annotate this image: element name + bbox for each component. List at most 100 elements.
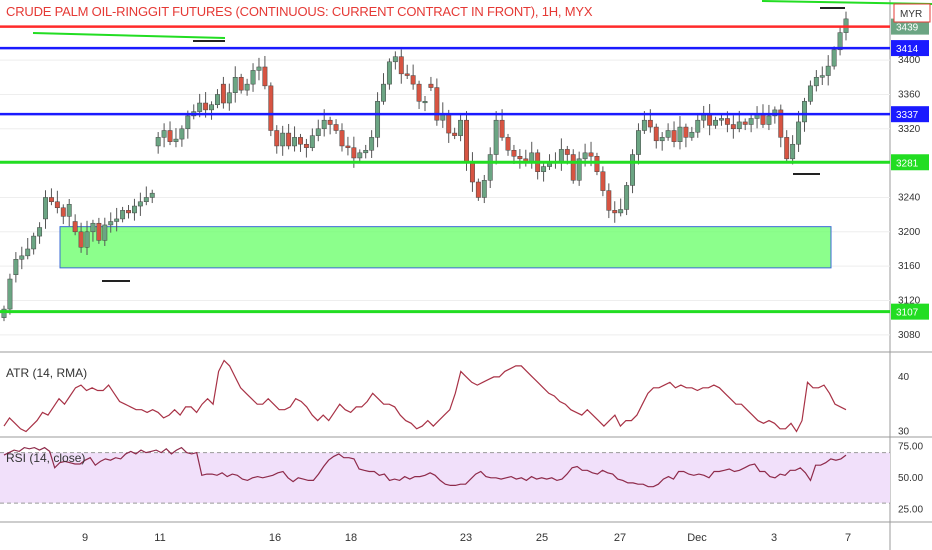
candle-body	[220, 83, 226, 104]
date-tick-label: 18	[345, 532, 357, 544]
candle-body	[114, 218, 120, 222]
candle-body	[54, 201, 60, 209]
candle-body	[713, 119, 718, 126]
candle-body	[819, 75, 825, 78]
candle-body	[683, 126, 689, 138]
candle-body	[446, 113, 452, 134]
candle-body	[232, 77, 238, 93]
candle-body	[345, 145, 351, 148]
candle-body	[600, 171, 606, 191]
candle-body	[636, 130, 641, 155]
price-tick-label: 3240	[898, 192, 921, 203]
date-tick-label: 16	[269, 532, 281, 544]
price-tag-label: 3281	[896, 158, 919, 169]
price-tick-label: 3320	[898, 124, 921, 135]
candle-body	[333, 124, 339, 131]
price-axis: 3080312031603200324032803320336034003040…	[898, 55, 923, 515]
candle-body	[161, 130, 167, 138]
candle-body	[701, 114, 707, 121]
candle-body	[790, 143, 796, 160]
date-tick-label: 25	[536, 532, 548, 544]
candle-body	[796, 121, 802, 145]
candle-body	[618, 209, 624, 214]
currency-tag-label: MYR	[900, 9, 922, 20]
rsi-series	[0, 446, 890, 504]
candle-body	[226, 92, 232, 104]
candle-body	[677, 126, 683, 142]
candle-body	[641, 119, 647, 131]
candle-body	[292, 137, 297, 147]
candle-body	[416, 83, 422, 102]
candle-body	[766, 115, 772, 125]
candle-body	[772, 109, 778, 117]
candle-body	[517, 156, 523, 160]
candle-body	[303, 143, 309, 148]
candle-body	[458, 119, 464, 136]
candle-body	[309, 135, 315, 148]
atr-series	[3, 359, 847, 433]
date-tick-label: 9	[82, 532, 88, 544]
candle-body	[653, 126, 659, 142]
candle-body	[19, 255, 25, 260]
candle-body	[48, 197, 54, 203]
candle-body	[612, 210, 618, 214]
candle-body	[78, 231, 84, 248]
candle-body	[505, 137, 511, 151]
candle-body	[831, 49, 837, 67]
price-tick-label: 3160	[898, 261, 921, 272]
chart-title: CRUDE PALM OIL-RINGGIT FUTURES (CONTINUO…	[6, 4, 593, 19]
price-tag-box	[891, 154, 929, 171]
support-zone	[59, 226, 832, 269]
candle-body	[173, 138, 179, 142]
price-tags: 3439 3414 3337 3281 3107 MYR	[891, 3, 931, 320]
candle-body	[256, 66, 262, 71]
candlestick-series	[1, 11, 849, 322]
candle-body	[209, 104, 214, 111]
candle-body	[215, 94, 220, 105]
candle-body	[671, 130, 677, 142]
candle-body	[339, 130, 345, 147]
candle-body	[802, 101, 807, 123]
candle-body	[102, 224, 108, 241]
candle-body	[149, 192, 155, 198]
candle-body	[784, 137, 790, 160]
candle-body	[742, 121, 748, 125]
candle-body	[250, 70, 256, 85]
date-tick-label: Dec	[687, 532, 707, 544]
candle-body	[724, 118, 730, 125]
candle-body	[375, 101, 381, 138]
candle-body	[434, 87, 440, 121]
candle-body	[357, 152, 363, 159]
price-tag-box	[891, 303, 929, 320]
currency-tag-box	[893, 3, 931, 23]
candle-body	[665, 130, 671, 138]
atr-line	[3, 359, 847, 433]
atr-tick-label: 40	[898, 372, 910, 383]
price-tag-box	[891, 106, 929, 123]
candle-body	[469, 162, 475, 183]
candle-body	[185, 115, 191, 130]
candle-body	[1, 308, 7, 318]
date-tick-label: 27	[614, 532, 626, 544]
candle-body	[422, 101, 428, 104]
candle-body	[120, 210, 126, 220]
candle-body	[464, 119, 469, 164]
trend-annotation	[32, 32, 226, 39]
candle-body	[582, 152, 588, 160]
candle-body	[280, 132, 286, 147]
candle-body	[381, 83, 386, 102]
candle-body	[689, 131, 695, 138]
price-tag-label: 3107	[896, 308, 919, 319]
support-zone-rect	[59, 226, 832, 269]
price-tick-label: 3120	[898, 295, 921, 306]
candle-body	[404, 73, 410, 76]
candle-body	[576, 158, 582, 181]
candle-body	[564, 149, 570, 155]
candle-body	[481, 180, 487, 198]
price-tag-box	[891, 18, 929, 35]
candle-body	[351, 147, 357, 159]
candle-body	[748, 118, 754, 125]
candle-body	[369, 137, 375, 151]
candle-body	[274, 130, 280, 147]
candle-body	[487, 154, 493, 181]
